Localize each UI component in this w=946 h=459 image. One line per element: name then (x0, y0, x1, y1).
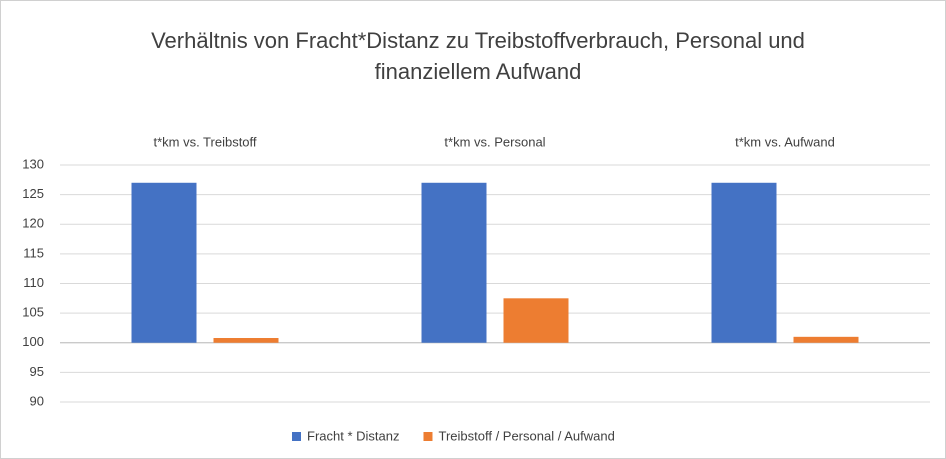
bar (131, 182, 197, 343)
legend-swatch (423, 432, 433, 441)
bar (503, 298, 569, 343)
y-tick-label: 130 (22, 156, 44, 171)
y-tick-label: 110 (23, 275, 44, 290)
y-tick-label: 105 (22, 305, 44, 320)
bar (213, 338, 279, 343)
bar (711, 182, 777, 343)
bar (793, 336, 859, 343)
y-tick-label: 125 (22, 186, 44, 201)
category-label: t*km vs. Treibstoff (153, 134, 256, 149)
chart-title-line1: Verhältnis von Fracht*Distanz zu Treibst… (151, 28, 805, 84)
category-label: t*km vs. Aufwand (735, 134, 835, 149)
y-tick-label: 90 (30, 393, 44, 408)
y-tick-label: 120 (22, 216, 44, 231)
category-label: t*km vs. Personal (444, 134, 545, 149)
legend-label: Treibstoff / Personal / Aufwand (438, 428, 614, 443)
legend-label: Fracht * Distanz (307, 428, 399, 443)
legend-swatch (292, 432, 301, 441)
y-tick-label: 95 (30, 364, 44, 379)
y-tick-label: 115 (23, 245, 44, 260)
y-tick-label: 100 (22, 334, 44, 349)
bar (421, 182, 487, 343)
